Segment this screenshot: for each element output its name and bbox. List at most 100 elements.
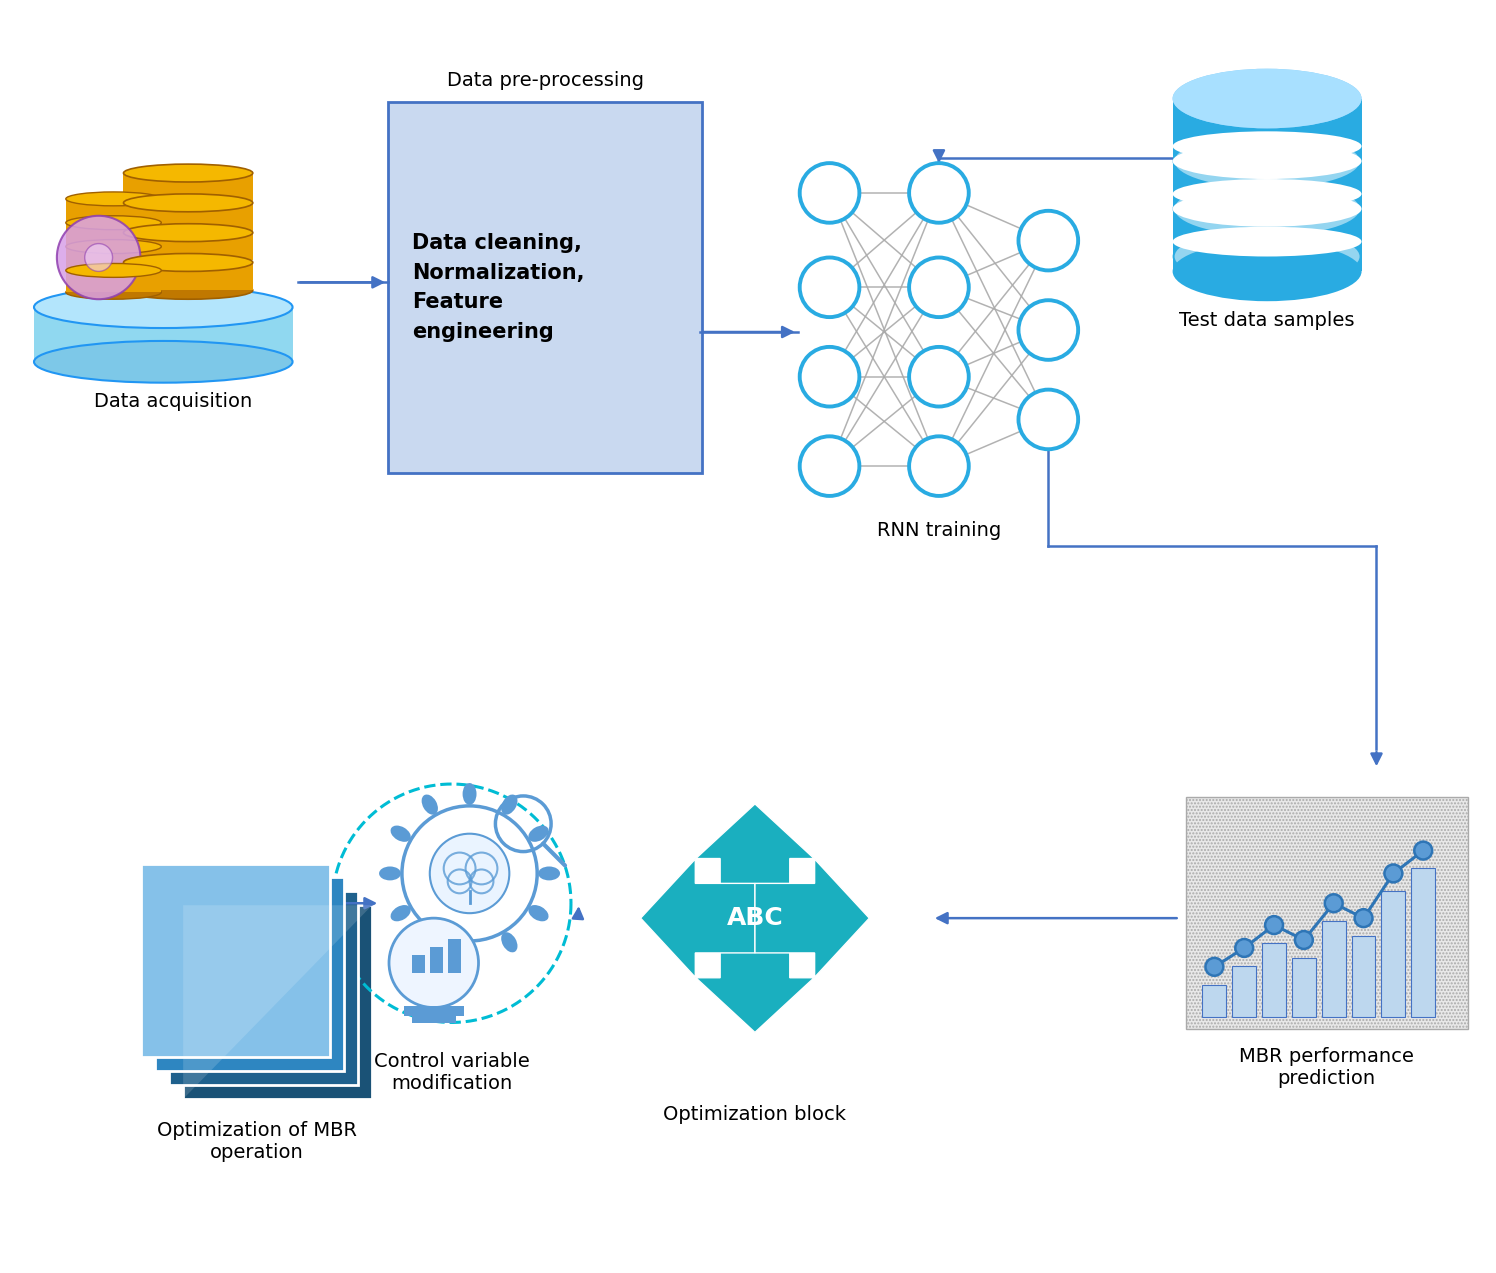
Ellipse shape	[66, 285, 162, 299]
Bar	[1293, 957, 1316, 1017]
Circle shape	[389, 918, 479, 1007]
Bar	[66, 270, 162, 293]
Ellipse shape	[124, 164, 253, 182]
FancyArrow shape	[755, 859, 869, 978]
Ellipse shape	[124, 224, 253, 242]
Text: Test data samples: Test data samples	[1179, 311, 1355, 330]
FancyArrow shape	[696, 918, 814, 1032]
Bar	[404, 1006, 464, 1016]
Circle shape	[1296, 931, 1313, 948]
FancyArrow shape	[640, 859, 755, 978]
Bar	[1173, 98, 1361, 271]
Ellipse shape	[124, 253, 253, 271]
Circle shape	[1019, 300, 1079, 360]
Bar	[411, 955, 425, 973]
Circle shape	[1019, 390, 1079, 449]
Ellipse shape	[1173, 227, 1361, 286]
Ellipse shape	[66, 239, 162, 253]
Text: Control variable
modification: Control variable modification	[374, 1053, 530, 1094]
Circle shape	[910, 348, 969, 406]
Ellipse shape	[528, 905, 549, 922]
Bar	[66, 247, 162, 269]
Ellipse shape	[422, 794, 438, 815]
Bar	[447, 939, 461, 973]
Circle shape	[910, 437, 969, 496]
Circle shape	[1206, 957, 1224, 976]
Circle shape	[1384, 864, 1402, 882]
Circle shape	[1236, 939, 1254, 957]
Ellipse shape	[501, 932, 518, 952]
Text: MBR performance
prediction: MBR performance prediction	[1239, 1048, 1414, 1088]
Polygon shape	[183, 905, 373, 1099]
Ellipse shape	[390, 905, 411, 922]
Bar	[1322, 922, 1346, 1017]
Ellipse shape	[66, 192, 162, 206]
Circle shape	[800, 257, 859, 317]
Ellipse shape	[501, 794, 518, 815]
Ellipse shape	[462, 783, 477, 805]
Circle shape	[800, 437, 859, 496]
Bar	[124, 173, 253, 201]
Circle shape	[429, 834, 509, 913]
Ellipse shape	[1173, 191, 1361, 227]
Text: Optimization block: Optimization block	[663, 1105, 847, 1124]
Ellipse shape	[1173, 242, 1361, 302]
Bar	[1173, 113, 1361, 256]
Ellipse shape	[1173, 131, 1361, 191]
Ellipse shape	[390, 826, 411, 841]
Bar	[66, 223, 162, 244]
Ellipse shape	[1173, 179, 1361, 238]
Bar	[124, 233, 253, 261]
Circle shape	[1325, 895, 1343, 913]
Circle shape	[85, 243, 112, 271]
Circle shape	[910, 257, 969, 317]
Text: Data pre-processing: Data pre-processing	[447, 70, 643, 89]
Bar	[124, 202, 253, 230]
Bar	[124, 262, 253, 290]
FancyBboxPatch shape	[169, 891, 358, 1085]
Ellipse shape	[1174, 182, 1360, 236]
Bar	[1203, 985, 1227, 1017]
FancyBboxPatch shape	[156, 877, 344, 1071]
Ellipse shape	[1174, 135, 1360, 188]
Ellipse shape	[1173, 69, 1361, 129]
Circle shape	[57, 215, 141, 299]
Text: Data acquisition: Data acquisition	[94, 392, 253, 411]
Ellipse shape	[124, 281, 253, 299]
Ellipse shape	[1174, 229, 1360, 284]
Ellipse shape	[1173, 144, 1361, 179]
FancyBboxPatch shape	[183, 905, 373, 1099]
Circle shape	[1354, 909, 1372, 927]
Circle shape	[910, 163, 969, 223]
Circle shape	[800, 348, 859, 406]
Ellipse shape	[1173, 227, 1361, 256]
Circle shape	[1019, 211, 1079, 270]
Ellipse shape	[1173, 69, 1361, 129]
Ellipse shape	[1173, 179, 1361, 209]
Ellipse shape	[1173, 131, 1361, 162]
Circle shape	[1414, 841, 1432, 859]
Bar	[411, 1016, 456, 1023]
Ellipse shape	[528, 826, 549, 841]
Bar	[1233, 966, 1257, 1017]
Circle shape	[1266, 917, 1284, 934]
Bar	[1263, 943, 1287, 1017]
Ellipse shape	[539, 867, 560, 881]
Text: RNN training: RNN training	[877, 521, 1001, 540]
Bar	[1351, 936, 1375, 1017]
Ellipse shape	[462, 942, 477, 964]
FancyBboxPatch shape	[387, 102, 702, 474]
Ellipse shape	[66, 215, 162, 229]
Bar	[429, 947, 443, 973]
Bar	[66, 199, 162, 220]
Ellipse shape	[34, 341, 293, 383]
FancyBboxPatch shape	[142, 863, 331, 1058]
Bar	[1411, 868, 1435, 1017]
Ellipse shape	[422, 932, 438, 952]
Text: Data cleaning,
Normalization,
Feature
engineering: Data cleaning, Normalization, Feature en…	[411, 233, 585, 341]
Bar	[1381, 891, 1405, 1017]
Bar	[34, 307, 293, 362]
Ellipse shape	[378, 867, 401, 881]
FancyArrow shape	[696, 803, 814, 918]
Circle shape	[800, 163, 859, 223]
